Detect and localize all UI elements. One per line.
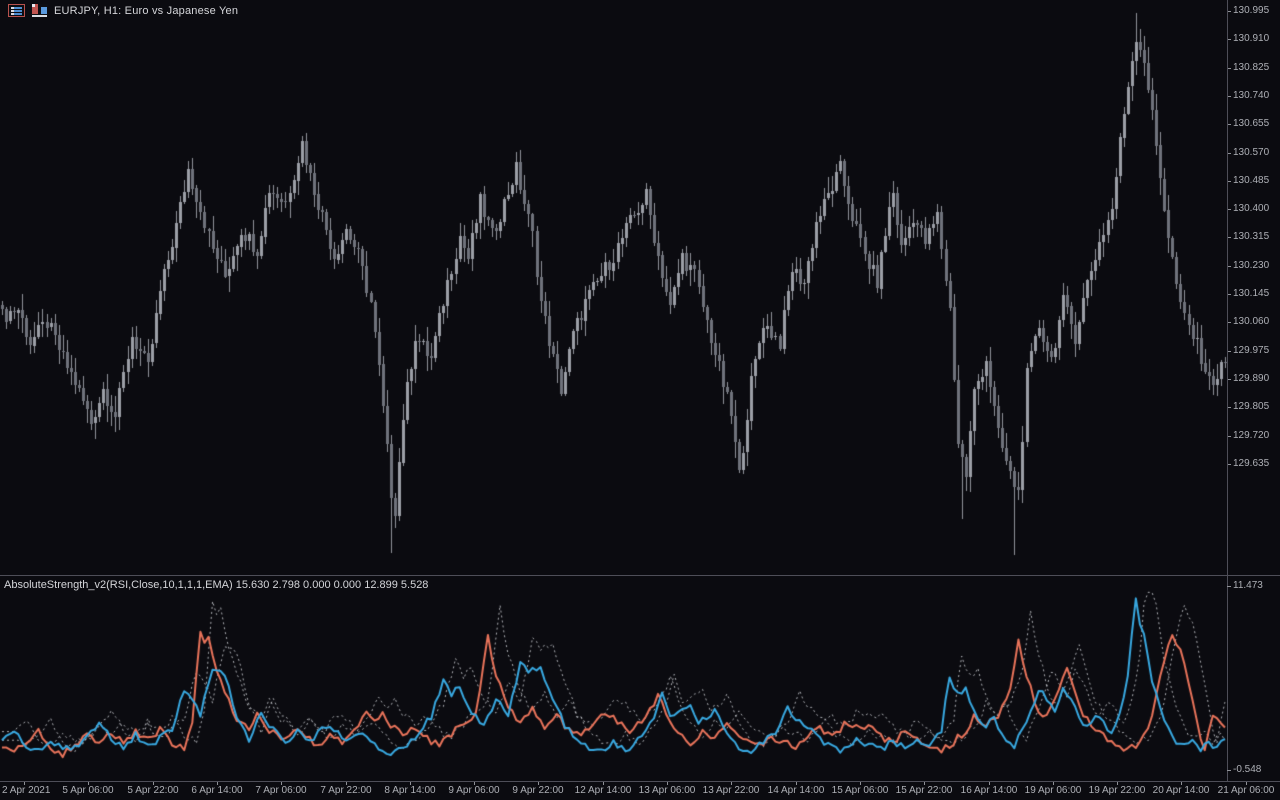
time-tick [217, 782, 218, 785]
price-tick [1227, 379, 1231, 380]
price-axis-label: 130.485 [1233, 175, 1270, 186]
time-axis-label: 12 Apr 14:00 [574, 785, 632, 796]
price-axis-label: 129.975 [1233, 345, 1270, 356]
chart-title: EURJPY, H1: Euro vs Japanese Yen [54, 4, 239, 17]
price-axis-label: 130.570 [1233, 147, 1270, 158]
price-axis-label: 130.060 [1233, 316, 1270, 327]
time-tick [1053, 782, 1054, 785]
price-tick [1227, 266, 1231, 267]
time-tick [88, 782, 89, 785]
time-tick [1117, 782, 1118, 785]
time-axis-label: 19 Apr 22:00 [1088, 785, 1146, 796]
time-tick [346, 782, 347, 785]
price-axis-label: 129.890 [1233, 373, 1270, 384]
indicator-label: AbsoluteStrength_v2(RSI,Close,10,1,1,1,E… [4, 579, 428, 591]
time-tick [410, 782, 411, 785]
time-axis-label: 21 Apr 06:00 [1217, 785, 1275, 796]
price-tick [1227, 181, 1231, 182]
price-axis-label: 130.230 [1233, 260, 1270, 271]
price-tick [1227, 237, 1231, 238]
price-tick [1227, 153, 1231, 154]
time-tick [667, 782, 668, 785]
time-axis-separator [0, 781, 1280, 782]
price-axis-separator [1227, 0, 1228, 781]
time-axis-label: 20 Apr 14:00 [1152, 785, 1210, 796]
list-window-icon [8, 4, 25, 17]
time-axis-label: 8 Apr 14:00 [384, 785, 436, 796]
time-tick [1246, 782, 1247, 785]
price-tick [1227, 322, 1231, 323]
price-axis-label: 129.635 [1233, 458, 1270, 469]
price-axis-label: 130.315 [1233, 231, 1270, 242]
price-axis-label: 129.720 [1233, 430, 1270, 441]
indicator-axis-min: -0.548 [1233, 764, 1262, 775]
price-tick [1227, 436, 1231, 437]
time-axis-label: 6 Apr 14:00 [191, 785, 243, 796]
time-axis-label: 2 Apr 2021 [2, 785, 51, 796]
time-tick [281, 782, 282, 785]
price-tick [1227, 68, 1231, 69]
price-axis-label: 130.400 [1233, 203, 1270, 214]
price-axis-label: 130.910 [1233, 33, 1270, 44]
time-axis[interactable]: 2 Apr 2021 5 Apr 06:00 5 Apr 22:00 6 Apr 14… [0, 782, 1280, 800]
indicator-values: 15.630 2.798 0.000 0.000 12.899 5.528 [235, 579, 429, 591]
time-tick [474, 782, 475, 785]
time-tick [924, 782, 925, 785]
chart-type-icon [31, 4, 48, 17]
time-tick [153, 782, 154, 785]
time-tick [860, 782, 861, 785]
price-axis-label: 130.825 [1233, 62, 1270, 73]
price-axis-label: 129.805 [1233, 401, 1270, 412]
price-axis-label: 130.995 [1233, 5, 1270, 16]
price-tick [1227, 124, 1231, 125]
price-tick [1227, 209, 1231, 210]
price-tick [1227, 351, 1231, 352]
price-tick [1227, 294, 1231, 295]
time-tick [603, 782, 604, 785]
time-axis-label: 15 Apr 06:00 [831, 785, 889, 796]
price-axis-label: 130.740 [1233, 90, 1270, 101]
time-tick [1181, 782, 1182, 785]
time-axis-label: 14 Apr 14:00 [767, 785, 825, 796]
panel-separator[interactable] [0, 575, 1280, 576]
time-axis-label: 9 Apr 22:00 [512, 785, 564, 796]
price-tick [1227, 39, 1231, 40]
time-axis-label: 5 Apr 06:00 [62, 785, 114, 796]
time-tick [731, 782, 732, 785]
time-axis-label: 13 Apr 06:00 [638, 785, 696, 796]
time-tick [989, 782, 990, 785]
time-axis-label: 19 Apr 06:00 [1024, 785, 1082, 796]
price-chart-canvas[interactable] [0, 0, 1227, 575]
time-axis-label: 9 Apr 06:00 [448, 785, 500, 796]
price-tick [1227, 11, 1231, 12]
chart-header: EURJPY, H1: Euro vs Japanese Yen [8, 4, 238, 17]
indicator-axis-max-tick [1227, 586, 1231, 587]
indicator-axis-min-tick [1227, 770, 1231, 771]
time-axis-label: 16 Apr 14:00 [960, 785, 1018, 796]
time-axis-label: 7 Apr 22:00 [320, 785, 372, 796]
price-axis-label: 130.655 [1233, 118, 1270, 129]
price-tick [1227, 464, 1231, 465]
price-tick [1227, 96, 1231, 97]
time-axis-label: 7 Apr 06:00 [255, 785, 307, 796]
time-tick [24, 782, 25, 785]
indicator-canvas[interactable] [0, 577, 1227, 781]
time-tick [538, 782, 539, 785]
price-axis[interactable]: 130.995 130.910 130.825 130.740 130.655 130.5… [1227, 0, 1280, 781]
time-tick [796, 782, 797, 785]
price-axis-label: 130.145 [1233, 288, 1270, 299]
indicator-axis-max: 11.473 [1233, 580, 1263, 591]
price-tick [1227, 407, 1231, 408]
time-axis-label: 5 Apr 22:00 [127, 785, 179, 796]
indicator-name: AbsoluteStrength_v2(RSI,Close,10,1,1,1,E… [4, 579, 233, 591]
time-axis-label: 13 Apr 22:00 [702, 785, 760, 796]
time-axis-label: 15 Apr 22:00 [895, 785, 953, 796]
